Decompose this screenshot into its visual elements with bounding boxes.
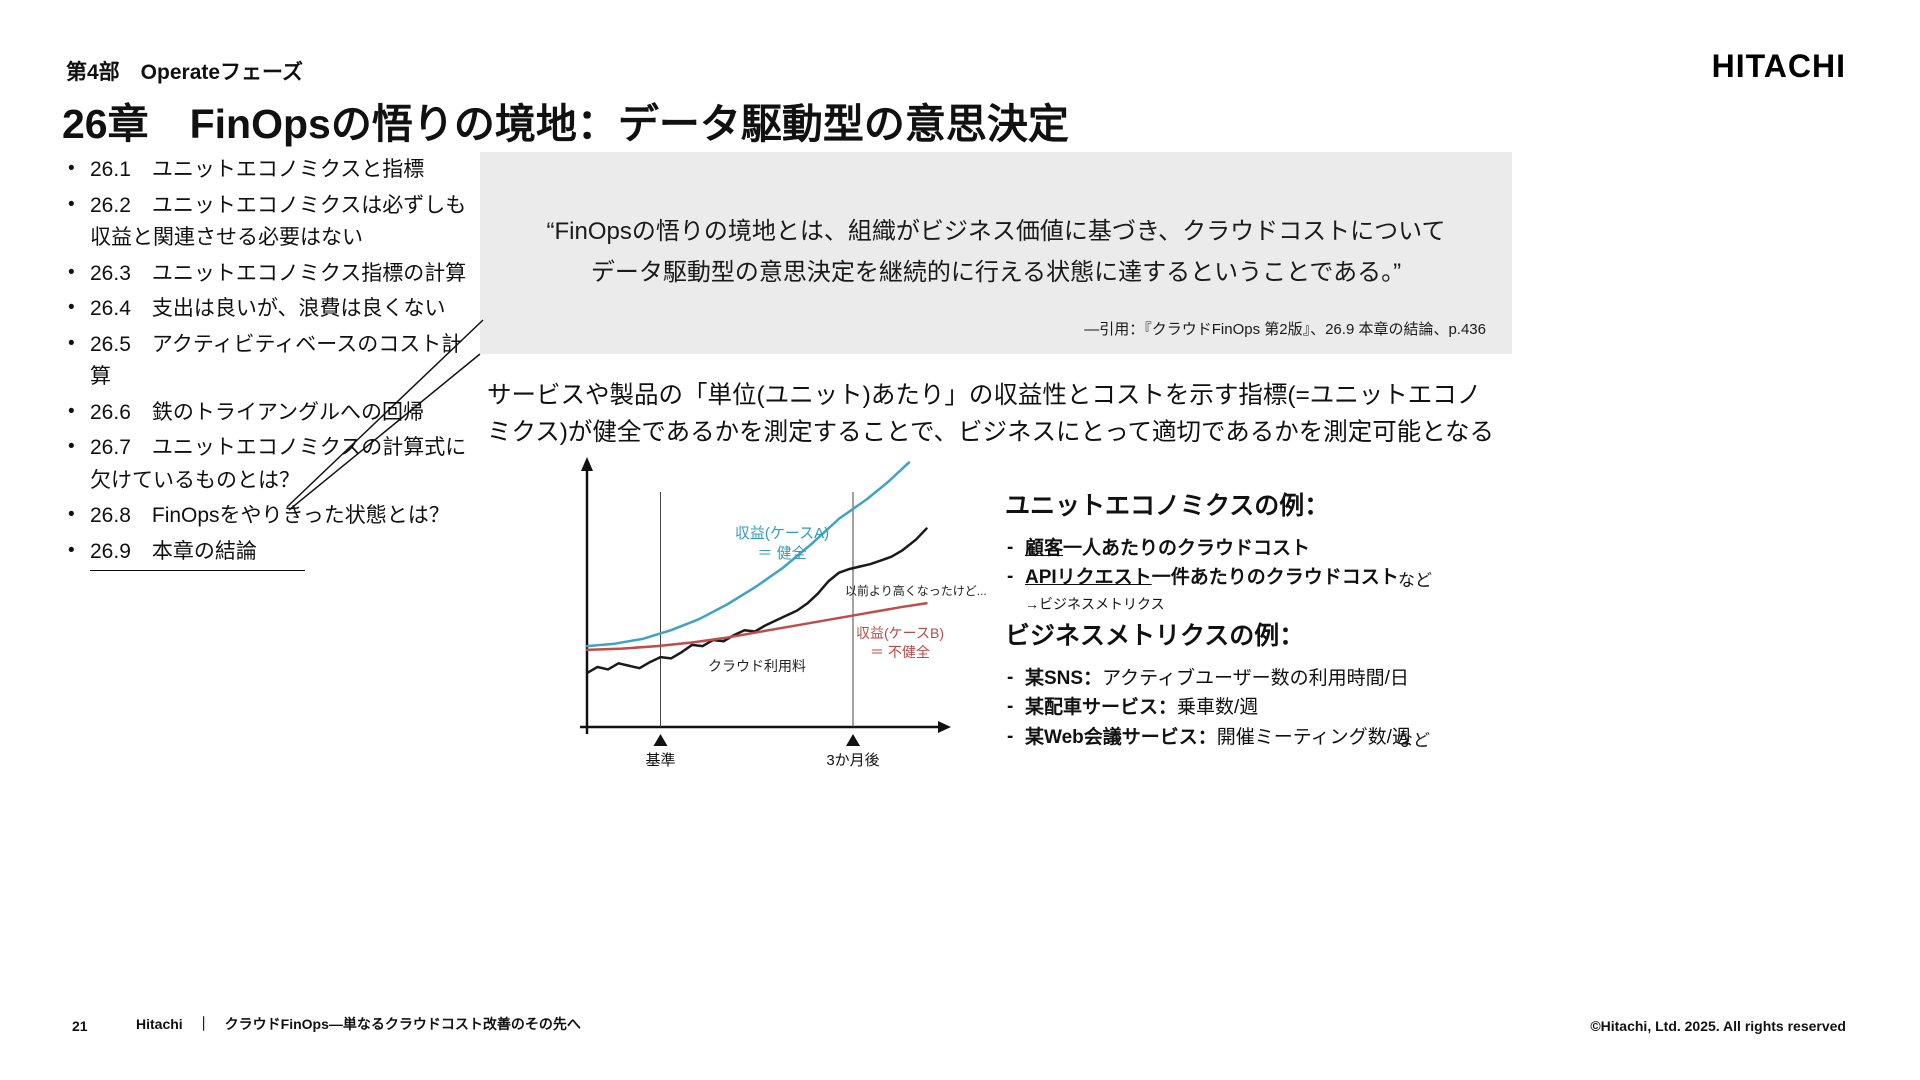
marker-label: 基準 bbox=[645, 752, 675, 769]
list-item: APIリクエスト一件あたりのクラウドコスト bbox=[1005, 562, 1525, 592]
toc-item-26-4: 26.4 支出は良いが、浪費は良くない bbox=[66, 293, 476, 326]
item-text: 一件あたりのクラウドコスト bbox=[1151, 567, 1399, 589]
item-keyword: 某配車サービス： bbox=[1025, 697, 1178, 719]
item-keyword: APIリクエスト bbox=[1025, 567, 1152, 589]
unit-economics-chart-svg: 基準 3か月後 bbox=[580, 457, 951, 769]
toc-item-26-2: 26.2 ユニットエコノミクスは必ずしも収益と関連させる必要はない bbox=[66, 190, 476, 255]
business-metrics-examples: ビジネスメトリクスの例： 某SNS：アクティブユーザー数の利用時間/日 某配車サ… bbox=[1005, 616, 1525, 752]
x-axis-arrow bbox=[938, 721, 951, 733]
marker-triangle bbox=[653, 734, 668, 746]
unit-economics-examples: ユニットエコノミクスの例： 顧客一人あたりのクラウドコスト APIリクエスト一件… bbox=[1005, 486, 1525, 614]
list-item: 顧客一人あたりのクラウドコスト bbox=[1005, 533, 1525, 563]
marker-triangle bbox=[846, 734, 860, 746]
page-title: 26章 FinOpsの悟りの境地：データ駆動型の意思決定 bbox=[62, 101, 1069, 147]
footer-copyright: ©Hitachi, Ltd. 2025. All rights reserved bbox=[1590, 1018, 1846, 1034]
toc-item-26-9-label: 26.9 本章の結論 bbox=[90, 536, 305, 571]
page-number: 21 bbox=[72, 1018, 88, 1034]
series-line bbox=[585, 461, 911, 648]
toc-item-26-6: 26.6 鉄のトライアングルへの回帰 bbox=[66, 397, 476, 430]
footer-title: Hitachi ｜ クラウドFinOps―単なるクラウドコスト改善のその先へ bbox=[136, 1016, 581, 1032]
item-text: アクティブユーザー数の利用時間/日 bbox=[1102, 668, 1409, 689]
series-line bbox=[585, 527, 928, 675]
quote-text: “FinOpsの悟りの境地とは、組織がビジネス価値に基づき、クラウドコストについ… bbox=[546, 218, 1446, 286]
list-item: 某SNS：アクティブユーザー数の利用時間/日 bbox=[1005, 663, 1525, 693]
quote-attribution: ―引用：『クラウドFinOps 第2版』、26.9 本章の結論、p.436 bbox=[1084, 321, 1486, 338]
item-keyword: 某Web会議サービス： bbox=[1025, 726, 1217, 748]
hitachi-logo: HITACHI bbox=[1711, 48, 1846, 84]
item-text: 一人あたりのクラウドコスト bbox=[1063, 538, 1311, 559]
part-label: 第4部 Operateフェーズ bbox=[66, 61, 303, 84]
quote-box: “FinOpsの悟りの境地とは、組織がビジネス価値に基づき、クラウドコストについ… bbox=[480, 152, 1512, 354]
marker-label: 3か月後 bbox=[826, 752, 879, 769]
item-text: 開催ミーティング数/週 bbox=[1216, 726, 1411, 748]
toc-item-26-5: 26.5 アクティビティベースのコスト計算 bbox=[66, 329, 476, 394]
unit-economics-chart: 基準 3か月後 収益(ケースA) ＝ 健全 以前より高くなったけど... クラウド利用… bbox=[552, 452, 987, 777]
etc-label: など bbox=[1396, 731, 1430, 750]
series-line bbox=[585, 602, 928, 652]
toc-item-26-3: 26.3 ユニットエコノミクス指標の計算 bbox=[66, 258, 476, 291]
list-item: 某Web会議サービス：開催ミーティング数/週 bbox=[1005, 722, 1525, 752]
item-keyword: 顧客 bbox=[1025, 538, 1064, 559]
item-keyword: 某SNS： bbox=[1025, 668, 1103, 689]
toc-item-26-8: 26.8 FinOpsをやりきった状態とは？ bbox=[66, 500, 476, 533]
business-metrics-note: →ビジネスメトリクス bbox=[1025, 595, 1165, 612]
etc-label: など bbox=[1398, 571, 1432, 590]
toc-item-26-9: 26.9 本章の結論 bbox=[66, 536, 476, 571]
callout-line bbox=[288, 353, 481, 511]
business-metrics-heading: ビジネスメトリクスの例： bbox=[1005, 622, 1305, 650]
y-axis-arrow bbox=[581, 457, 593, 471]
callout-line bbox=[286, 319, 484, 508]
body-text: サービスや製品の「単位(ユニット)あたり」の収益性とコストを示す指標(=ユニット… bbox=[487, 382, 1495, 446]
unit-economics-heading: ユニットエコノミクスの例： bbox=[1005, 492, 1330, 520]
list-item: 某配車サービス：乗車数/週 bbox=[1005, 692, 1525, 722]
toc-item-26-1: 26.1 ユニットエコノミクスと指標 bbox=[66, 154, 476, 187]
item-text: 乗車数/週 bbox=[1177, 697, 1259, 719]
callout-lines bbox=[286, 319, 484, 511]
